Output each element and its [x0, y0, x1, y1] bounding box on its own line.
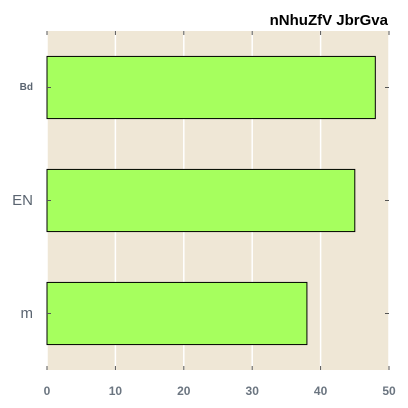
bar-m [46, 281, 308, 346]
y-tick-label: EN [12, 192, 33, 209]
x-tick-label: 0 [44, 384, 51, 398]
bars [46, 55, 376, 346]
x-tick-label: 40 [314, 384, 328, 398]
x-tick-label: 20 [177, 384, 191, 398]
bar-EN [46, 168, 356, 233]
chart-title: nNhuZfV JbrGva [270, 12, 389, 29]
x-tick-label: 50 [382, 384, 396, 398]
x-tick-label: 10 [109, 384, 123, 398]
y-tick-label: Bd [20, 82, 33, 93]
x-axis-labels: 0 10 20 30 40 50 [44, 384, 396, 398]
tick-marks [46, 31, 390, 370]
bar-Bd [46, 55, 376, 120]
y-tick-label: m [21, 305, 34, 322]
x-tick-label: 30 [246, 384, 260, 398]
y-axis-labels: Bd EN m [12, 82, 33, 322]
